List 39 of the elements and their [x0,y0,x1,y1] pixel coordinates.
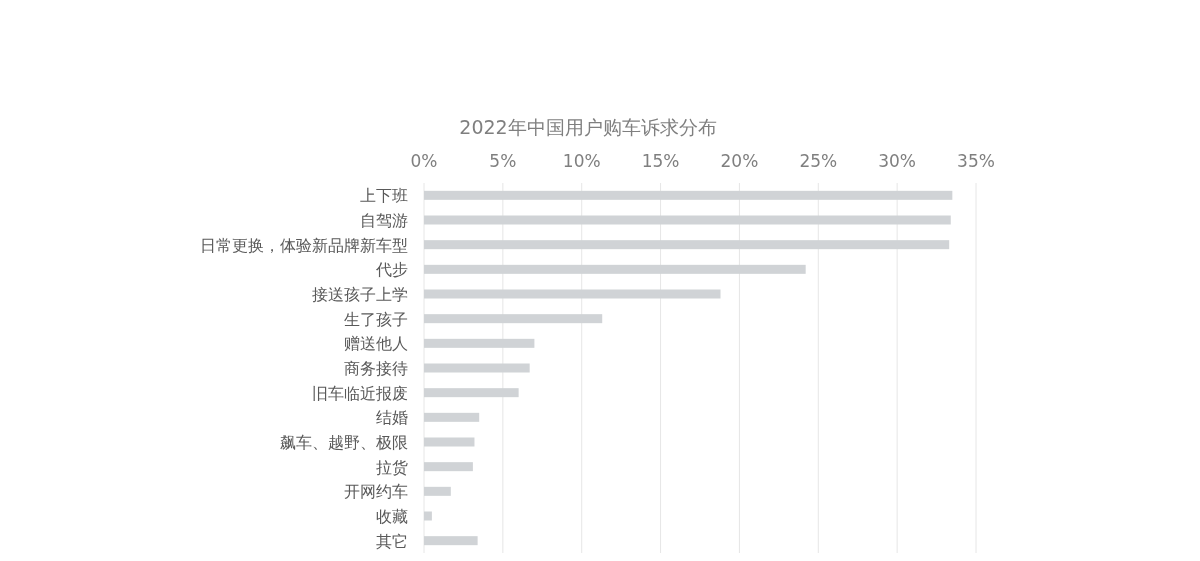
y-tick-label: 日常更换，体验新品牌新车型 [200,235,408,255]
y-tick-label: 上下班 [360,186,408,206]
x-tick-label: 15% [641,151,680,171]
x-tick-label: 0% [410,151,438,171]
bar [424,412,480,422]
bar [424,536,478,546]
x-tick-label: 5% [489,151,517,171]
x-tick-label: 25% [799,151,838,171]
bar [424,264,806,274]
y-tick-label: 开网约车 [344,482,408,502]
bar [424,363,530,373]
y-tick-label: 代步 [375,260,408,280]
bar [424,314,603,324]
y-tick-label: 生了孩子 [344,309,408,329]
bar [424,215,951,225]
x-tick-label: 35% [957,151,995,171]
bar [424,240,950,250]
y-tick-label: 拉货 [376,457,408,477]
bar [424,511,432,521]
y-tick-label: 赠送他人 [344,334,408,354]
bar [424,388,519,398]
bar [424,289,721,299]
bar [424,190,953,200]
y-tick-label: 结婚 [376,408,408,428]
x-tick-label: 20% [720,151,759,171]
y-tick-label: 接送孩子上学 [312,285,408,304]
x-tick-label: 10% [562,151,601,171]
bar [424,437,475,447]
bar [424,338,535,348]
bar [424,486,451,496]
x-tick-label: 30% [878,151,917,171]
chart-title: 2022年中国用户购车诉求分布 [459,116,717,138]
y-tick-label: 旧车临近报废 [312,383,408,403]
y-tick-label: 自驾游 [360,211,408,230]
y-tick-label: 其它 [376,531,408,551]
bar [424,462,473,472]
y-tick-label: 飙车、越野、极限 [280,433,408,452]
y-tick-label: 收藏 [376,507,408,526]
y-tick-label: 商务接待 [344,359,408,378]
